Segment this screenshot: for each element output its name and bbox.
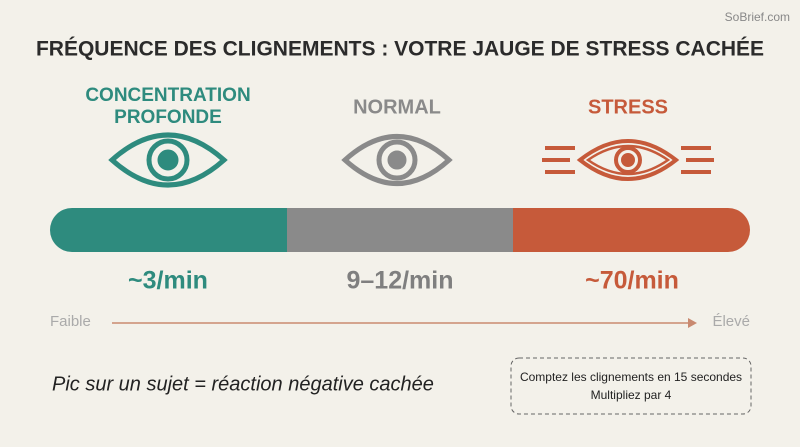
eye-icon bbox=[542, 139, 714, 181]
tip-line: Comptez les clignements en 15 secondes bbox=[520, 370, 742, 384]
axis-low: Faible bbox=[50, 313, 91, 330]
eye-icon bbox=[108, 132, 228, 188]
gauge-segment bbox=[287, 208, 513, 252]
rate: ~3/min bbox=[128, 267, 208, 295]
tip-line: Multipliez par 4 bbox=[591, 388, 672, 402]
eye-icon bbox=[341, 134, 453, 186]
rate: ~70/min bbox=[585, 267, 679, 295]
gauge-segment bbox=[513, 208, 750, 252]
title: FRÉQUENCE DES CLIGNEMENTS : VOTRE JAUGE … bbox=[36, 38, 764, 61]
note: Pic sur un sujet = réaction négative cac… bbox=[52, 373, 434, 395]
gauge-segment bbox=[50, 208, 287, 252]
axis-high: Élevé bbox=[712, 313, 750, 330]
level-label: CONCENTRATION bbox=[85, 85, 250, 106]
gauge-bar bbox=[50, 208, 750, 252]
tip-box bbox=[510, 357, 752, 415]
level-label: STRESS bbox=[588, 96, 668, 118]
level-label: PROFONDE bbox=[114, 107, 222, 128]
watermark: SoBrief.com bbox=[725, 10, 790, 24]
level-label: NORMAL bbox=[353, 96, 441, 118]
rate: 9–12/min bbox=[346, 267, 453, 295]
arrow-head bbox=[688, 318, 697, 328]
